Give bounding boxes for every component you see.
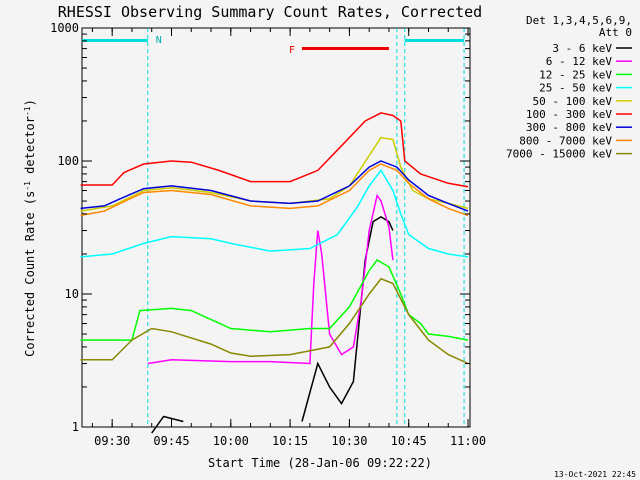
y-axis-label-part2: detector (23, 116, 37, 181)
legend-entry-label: 12 - 25 keV (539, 68, 612, 81)
x-tick-label: 10:00 (213, 434, 249, 448)
y-axis-label-sup1: -1 (23, 181, 32, 191)
legend-entry-label: 800 - 7000 keV (519, 134, 612, 147)
series-layer (80, 112, 469, 434)
series-line-segment (301, 216, 394, 422)
series-0 (151, 216, 394, 434)
chart-title: RHESSI Observing Summary Count Rates, Co… (58, 3, 482, 21)
legend-header-line: Det 1,3,4,5,6,9, (526, 14, 632, 27)
legend-entry-label: 300 - 800 keV (526, 121, 612, 134)
flare-label: F (289, 45, 295, 56)
series-6 (80, 160, 469, 212)
legend-entry-label: 50 - 100 keV (533, 95, 613, 108)
series-line-segment (80, 112, 469, 188)
x-tick-label: 10:15 (272, 434, 308, 448)
x-tick-label: 10:30 (331, 434, 367, 448)
series-5 (80, 112, 469, 188)
series-7 (80, 163, 469, 217)
flare-interval-bar (301, 47, 389, 50)
plot-area-frame (81, 27, 471, 428)
y-axis: 1 10 100 1000 (50, 21, 470, 434)
series-line-segment (80, 259, 469, 341)
series-line-segment (80, 277, 469, 365)
legend-entry-label: 3 - 6 keV (552, 42, 612, 55)
y-axis-label-sup2: -1 (23, 106, 32, 116)
series-2 (80, 259, 469, 341)
x-axis-label: Start Time (28-Jan-06 09:22:22) (208, 456, 432, 470)
x-tick-label: 09:45 (153, 434, 189, 448)
series-1 (147, 193, 394, 365)
series-line-segment (80, 169, 469, 258)
annotation-layer: NF (82, 28, 465, 427)
y-axis-label-part1: Corrected Count Rate (s (23, 191, 37, 357)
x-axis: 09:30 09:45 10:00 10:15 10:30 10:45 11:00 (91, 28, 486, 448)
y-axis-label-part3: ) (23, 99, 37, 106)
y-tick-label: 10 (65, 287, 79, 301)
legend-entry-label: 25 - 50 keV (539, 82, 612, 95)
x-tick-label: 09:30 (94, 434, 130, 448)
legend-entry-label: 100 - 300 keV (526, 108, 612, 121)
y-axis-label: Corrected Count Rate (s-1 detector-1) (23, 99, 37, 357)
y-tick-label: 1 (72, 420, 79, 434)
timestamp: 13-Oct-2021 22:45 (554, 470, 636, 479)
night-label: N (156, 35, 162, 46)
series-8 (80, 277, 469, 365)
night-interval-bar (82, 39, 148, 42)
series-line-segment (147, 193, 394, 365)
y-tick-label: 1000 (50, 21, 79, 35)
legend-entry-label: 6 - 12 keV (546, 55, 613, 68)
series-3 (80, 169, 469, 258)
series-line-segment (151, 415, 184, 434)
x-tick-label: 10:45 (391, 434, 427, 448)
series-line-segment (80, 163, 469, 217)
x-tick-label: 11:00 (450, 434, 486, 448)
night-interval-bar (404, 39, 465, 42)
legend-header-line: Att 0 (599, 26, 632, 39)
legend-entry-label: 7000 - 15000 keV (506, 148, 612, 161)
series-line-segment (80, 160, 469, 212)
y-tick-label: 100 (57, 154, 79, 168)
